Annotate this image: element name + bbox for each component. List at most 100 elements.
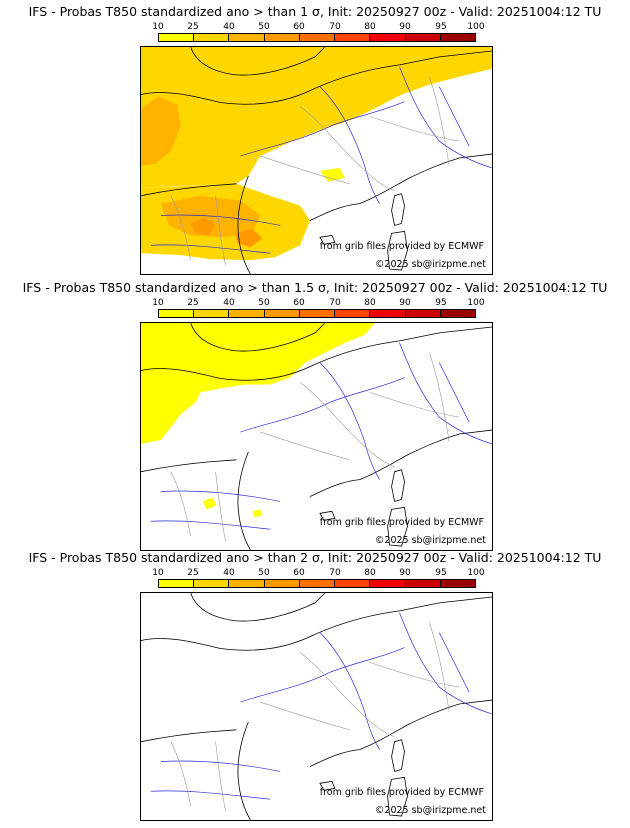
colorbar-tick: 50 [258,298,270,308]
probability-area-10-patch [202,497,217,510]
colorbar-cell [159,310,195,317]
colorbar-tick: 95 [435,298,447,308]
border [369,116,460,142]
panel-title: IFS - Probas T850 standardized ano > tha… [28,4,602,19]
border [369,392,460,418]
island-sardinia [387,776,408,817]
river [319,362,380,480]
coastline [190,47,326,76]
colorbar-tick: 25 [187,22,199,32]
colorbar-tick: 10 [152,22,164,32]
colorbar-tick: 25 [187,298,199,308]
border [260,155,350,185]
colorbar-labels: 10 25 40 50 60 70 80 90 95 100 [152,22,484,33]
island-mallorca [319,510,336,521]
colorbar-tick: 70 [329,22,341,32]
border [369,662,460,688]
probability-area-10-patch [319,167,345,182]
map-panel-1: IFS - Probas T850 standardized ano > tha… [0,0,630,276]
colorbar-cell [229,34,265,41]
island-sardinia [387,230,408,271]
coastline [190,323,326,352]
colorbar-tick: 60 [293,22,305,32]
coastline [237,175,251,274]
island-mallorca [319,780,336,791]
probability-area-25 [141,47,492,188]
river [399,612,492,715]
river [240,647,405,703]
coastline [237,451,251,550]
colorbar [158,309,476,318]
coastline [141,50,492,105]
colorbar-tick: 90 [399,568,411,578]
coastline [309,153,492,221]
border [215,471,226,542]
copyright: ©2025 sb@irizpme.net [374,805,486,816]
colorbar-cell [159,580,195,587]
river [240,377,405,433]
colorbar-tick: 100 [467,22,485,32]
probability-map: from grib files provided by ECMWF ©2025 … [140,46,493,275]
colorbar-cell [299,34,336,41]
probability-area-40-iberia [160,195,261,238]
river [438,362,470,423]
colorbar-tick: 50 [258,22,270,32]
colorbar-cell [299,310,336,317]
panel-title: IFS - Probas T850 standardized ano > tha… [22,280,608,295]
panel-title: IFS - Probas T850 standardized ano > tha… [28,550,602,565]
island-sardinia [387,506,408,547]
coastline [141,326,492,381]
map-panel-3: IFS - Probas T850 standardized ano > tha… [0,546,630,822]
colorbar-tick: 80 [364,568,376,578]
probability-area-10-patch [252,509,263,518]
coastline [141,729,237,743]
colorbar-cell [299,580,336,587]
colorbar-cell [405,580,441,587]
probability-map: from grib files provided by ECMWF ©2025 … [140,592,493,821]
island-corsica [391,469,405,502]
border [215,195,226,266]
coastline [237,721,251,820]
colorbar-cell [194,310,230,317]
colorbar-cell [229,580,265,587]
border [260,431,350,461]
colorbar-cell [264,310,300,317]
colorbar-cell [159,34,195,41]
map-canvas [141,47,492,274]
border [429,622,450,713]
colorbar-cell [335,34,371,41]
border [215,741,226,812]
colorbar-labels: 10 25 40 50 60 70 80 90 95 100 [152,568,484,579]
river [399,342,492,445]
colorbar-tick: 90 [399,298,411,308]
colorbar-tick: 60 [293,298,305,308]
colorbar-tick: 70 [329,568,341,578]
river [319,86,380,204]
colorbar-cell [194,34,230,41]
island-corsica [391,739,405,772]
coastline [190,593,326,622]
coastline [309,699,492,767]
colorbar-tick: 60 [293,568,305,578]
colorbar-tick: 80 [364,22,376,32]
probability-area-50 [190,217,216,236]
colorbar-cell [335,580,371,587]
source-credit: from grib files provided by ECMWF [319,787,484,798]
river [150,520,271,530]
colorbar [158,579,476,588]
island-corsica [391,193,405,226]
colorbar-tick: 100 [467,568,485,578]
border [170,195,192,261]
border [260,701,350,731]
coastline [141,596,492,651]
colorbar-cell [440,310,475,317]
map-canvas [141,323,492,550]
map-panel-2: IFS - Probas T850 standardized ano > tha… [0,276,630,552]
island-mallorca [319,234,336,245]
colorbar [158,33,476,42]
colorbar-tick: 10 [152,298,164,308]
colorbar-labels: 10 25 40 50 60 70 80 90 95 100 [152,298,484,309]
coastline [141,183,237,197]
colorbar-cell [370,310,406,317]
border [429,352,450,443]
